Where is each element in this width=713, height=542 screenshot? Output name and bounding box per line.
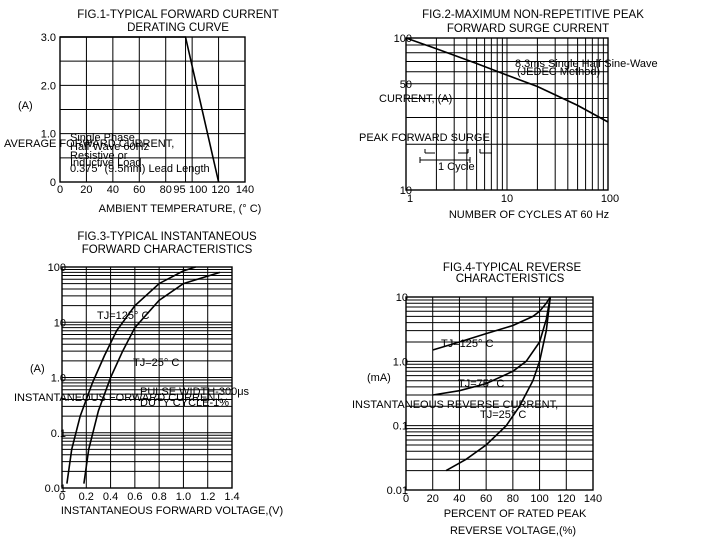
fig1-x-tick-label: 0 [57, 184, 63, 196]
fig1-ylabel: AVERAGE FORWARD CURRENT, [4, 138, 174, 150]
fig2-y-tick-label: 100 [394, 33, 412, 45]
fig2-x-tick-label: 10 [501, 193, 513, 205]
fig1-chart: FIG.1-TYPICAL FORWARD CURRENT DERATING C… [4, 9, 279, 215]
fig3-y-tick-label: 100 [48, 262, 66, 274]
fig4-y-tick-label: 1.0 [393, 356, 408, 368]
fig2-waveform-sketch [419, 149, 492, 163]
fig4-series-125c [432, 296, 551, 351]
fig3-title-line1: FIG.3-TYPICAL INSTANTANEOUS [77, 231, 257, 243]
fig2-ylabel-line2: CURRENT, (A) [379, 93, 452, 105]
fig4-x-tick-label: 20 [427, 493, 439, 505]
fig3-x-tick-label: 1.4 [224, 491, 239, 503]
fig4-series-label-125c: TJ=125° C [441, 338, 493, 350]
fig4-chart: FIG.4-TYPICAL REVERSE CHARACTERISTICS 0 2… [352, 262, 602, 537]
fig2-title-line2: FORWARD SURGE CURRENT [447, 23, 609, 35]
fig2-y-tick-label: 10 [400, 185, 412, 197]
fig2-note-one-cycle: 1 Cycle [438, 161, 475, 173]
fig4-y-tick-label: 10 [396, 292, 408, 304]
fig3-series-125c [66, 266, 196, 484]
fig4-x-tick-label: 140 [584, 493, 602, 505]
fig1-y-tick-label: 3.0 [41, 32, 56, 44]
fig2-x-tick-label: 100 [601, 193, 619, 205]
fig4-y-tick-label: 0.01 [387, 485, 408, 497]
fig1-y-tick-label: 0 [50, 177, 56, 189]
fig1-note-3: Resistive or [70, 150, 128, 162]
fig4-series-25c [445, 296, 552, 472]
fig3-y-tick-label: 0.1 [51, 428, 66, 440]
fig4-x-tick-label: 120 [557, 493, 575, 505]
fig4-plot-frame [405, 296, 594, 491]
fig1-ylabel-unit: (A) [18, 100, 33, 112]
fig4-xlabel: PERCENT OF RATED PEAK [444, 508, 587, 520]
fig3-x-tick-label: 1.0 [176, 491, 191, 503]
fig1-x-tick-label: 120 [211, 184, 229, 196]
fig4-xlabel-line2: REVERSE VOLTAGE,(%) [450, 525, 576, 537]
fig1-note-5: 0.375" (9.5mm) Lead Length [70, 163, 210, 175]
fig1-note-1: Single Phase [70, 132, 135, 144]
fig3-x-tick-label: 1.2 [200, 491, 215, 503]
fig4-x-tick-label: 80 [507, 493, 519, 505]
fig2-xlabel: NUMBER OF CYCLES AT 60 Hz [449, 209, 609, 221]
fig3-ylabel: INSTANTANEOUS FORWARD CURRENT, [14, 392, 224, 404]
fig4-y-tick-label: 0.1 [393, 421, 408, 433]
fig4-title-line2: CHARACTERISTICS [456, 273, 565, 285]
fig4-x-tick-label: 60 [480, 493, 492, 505]
fig3-x-tick-label: 0.2 [79, 491, 94, 503]
fig3-x-tick-label: 0 [59, 491, 65, 503]
fig1-derating-line [60, 36, 220, 183]
fig3-xlabel: INSTANTANEOUS FORWARD VOLTAGE,(V) [61, 505, 283, 517]
fig1-xlabel: AMBIENT TEMPERATURE, (° C) [99, 203, 262, 215]
fig3-series-label-25c: TJ=25° C [133, 357, 179, 369]
fig4-series-75c [432, 296, 552, 396]
fig4-x-tick-label: 40 [453, 493, 465, 505]
fig4-series-label-75c: TJ=75° C [458, 378, 504, 390]
fig2-x-tick-label: 1 [407, 193, 413, 205]
fig3-note-duty: DUTY CYCLE-1% [140, 397, 229, 409]
fig1-note-2: Half Wave 60Hz [70, 141, 149, 153]
fig2-note-waveform: 8.3ms Single Half Sine-Wave [515, 58, 658, 70]
fig2-y-tick-label: 50 [400, 79, 412, 91]
fig2-title-line1: FIG.2-MAXIMUM NON-REPETITIVE PEAK [422, 9, 644, 21]
fig4-title-line1: FIG.4-TYPICAL REVERSE [443, 262, 582, 274]
fig3-x-tick-label: 0.6 [127, 491, 142, 503]
fig4-series-label-25c: TJ=25° C [480, 409, 526, 421]
fig3-chart: FIG.3-TYPICAL INSTANTANEOUS FORWARD CHAR… [14, 231, 283, 517]
fig2-surge-line [405, 37, 609, 123]
fig4-ylabel: INSTANTANEOUS REVERSE CURRENT, [352, 399, 558, 411]
fig1-y-tick-label: 2.0 [41, 80, 56, 92]
fig1-x-tick-label: 95 [173, 184, 185, 196]
fig4-x-tick-label: 100 [530, 493, 548, 505]
fig3-series-25c [83, 271, 221, 484]
fig2-plot-frame [405, 37, 609, 191]
fig3-x-tick-label: 0.4 [103, 491, 118, 503]
fig2-ylabel: PEAK FORWARD SURGE [359, 132, 490, 144]
fig3-note-pulse: PULSE WIDTH-300μs [140, 386, 250, 398]
fig1-x-tick-label: 60 [133, 184, 145, 196]
fig1-note-4: Inductive Load [70, 157, 142, 169]
fig4-ylabel-unit: (mA) [367, 372, 391, 384]
fig4-x-tick-label: 0 [403, 493, 409, 505]
fig1-title-line1: FIG.1-TYPICAL FORWARD CURRENT [77, 9, 278, 21]
fig2-chart: FIG.2-MAXIMUM NON-REPETITIVE PEAK FORWAR… [359, 9, 658, 221]
fig1-x-tick-label: 100 [189, 184, 207, 196]
fig3-x-tick-label: 0.8 [151, 491, 166, 503]
fig3-y-tick-label: 1.0 [51, 373, 66, 385]
fig3-title-line2: FORWARD CHARACTERISTICS [82, 244, 253, 256]
fig1-x-tick-label: 20 [80, 184, 92, 196]
fig1-x-tick-label: 40 [107, 184, 119, 196]
fig3-y-tick-label: 0.01 [45, 483, 66, 495]
fig3-ylabel-unit: (A) [30, 363, 45, 375]
fig1-x-tick-label: 80 [160, 184, 172, 196]
fig1-x-tick-label: 140 [236, 184, 254, 196]
fig1-title-line2: DERATING CURVE [127, 22, 229, 34]
fig3-y-tick-label: 10 [54, 317, 66, 329]
fig3-series-label-125c: TJ=125° C [97, 310, 149, 322]
fig1-y-tick-label: 1.0 [41, 129, 56, 141]
fig3-plot-frame [61, 266, 233, 489]
fig2-note-jedec: (JEDEC Method) [517, 66, 600, 78]
